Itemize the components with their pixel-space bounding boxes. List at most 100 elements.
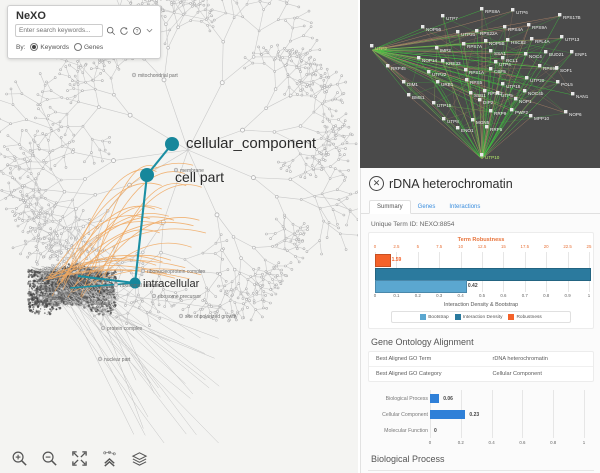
svg-text:UTP6: UTP6 bbox=[516, 10, 528, 15]
svg-text:intracellular: intracellular bbox=[143, 278, 200, 290]
svg-text:DIP2: DIP2 bbox=[483, 100, 494, 105]
info-header: ✕ rDNA heterochromatin bbox=[361, 168, 600, 194]
svg-text:UTP7: UTP7 bbox=[446, 16, 458, 21]
svg-text:KRE33: KRE33 bbox=[446, 61, 461, 66]
svg-text:UTP13: UTP13 bbox=[565, 37, 580, 42]
legend-item: Robustness bbox=[508, 314, 542, 320]
radio-keywords-label: Keywords bbox=[40, 43, 69, 51]
svg-text:URB1: URB1 bbox=[441, 82, 454, 87]
svg-text:RPS7A: RPS7A bbox=[467, 44, 483, 49]
axis-tick: 25 bbox=[586, 244, 592, 249]
svg-text:RPS1A: RPS1A bbox=[469, 70, 485, 75]
legend-swatch bbox=[508, 314, 515, 320]
divider bbox=[368, 470, 594, 471]
gene-network-panel[interactable]: UTP9 RPS8A UTP7 UTP6 RPS17B NOP56 RPS4A RPS22A R… bbox=[360, 0, 600, 168]
svg-text:RRP9: RRP9 bbox=[494, 111, 507, 116]
svg-text:organelle: organelle bbox=[45, 296, 66, 302]
svg-text:NOP5B: NOP5B bbox=[489, 41, 505, 46]
ontology-tree-svg[interactable]: mitochondrial part membrane protein comple… bbox=[0, 0, 358, 473]
table-row: Best Aligned GO Category Cellular Compon… bbox=[369, 367, 593, 381]
zoom-in-icon[interactable] bbox=[10, 449, 28, 467]
search-row[interactable]: ? bbox=[15, 24, 153, 37]
refresh-icon[interactable] bbox=[119, 25, 129, 37]
svg-text:ribosome precursor: ribosome precursor bbox=[158, 294, 201, 300]
radio-keywords[interactable] bbox=[30, 43, 39, 51]
svg-text:SSB1: SSB1 bbox=[474, 93, 486, 98]
axis-tick: 20 bbox=[543, 244, 549, 249]
svg-text:MPP10: MPP10 bbox=[534, 116, 550, 121]
page-title: rDNA heterochromatin bbox=[389, 176, 513, 191]
term-info-panel[interactable]: ✕ rDNA heterochromatin Summary Genes Int… bbox=[360, 168, 600, 473]
svg-text:UTP22: UTP22 bbox=[432, 72, 447, 77]
axis-tick: 1 bbox=[582, 440, 586, 445]
ontology-graph-panel[interactable]: mitochondrial part membrane protein comple… bbox=[0, 0, 358, 473]
go-alignment-chart: 0 0.2 0.4 0.6 0.8 1 Biological Process 0.06 Cell… bbox=[368, 390, 594, 452]
svg-text:UTP8: UTP8 bbox=[447, 119, 459, 124]
axis-tick: 0 bbox=[373, 293, 377, 298]
biological-process-title: Biological Process bbox=[371, 454, 445, 464]
chevron-down-icon[interactable] bbox=[145, 25, 153, 37]
axis-tick: 10 bbox=[458, 244, 464, 249]
bar-value: 0.23 bbox=[469, 412, 480, 418]
axis-tick: 0.6 bbox=[519, 440, 526, 445]
graph-toolbar[interactable] bbox=[0, 443, 358, 473]
robustness-chart-card: Term Robustness 0 2.5 5 7.5 10 12.5 15 17.5 20 22… bbox=[368, 232, 594, 329]
svg-text:cellular_component: cellular_component bbox=[186, 135, 317, 152]
tab-genes[interactable]: Genes bbox=[417, 204, 436, 210]
svg-text:UTP9: UTP9 bbox=[375, 46, 387, 51]
svg-text:mitochondrial part: mitochondrial part bbox=[138, 73, 178, 79]
fit-screen-icon[interactable] bbox=[70, 449, 88, 467]
zoom-out-icon[interactable] bbox=[40, 449, 58, 467]
legend-label: Bootstrap bbox=[428, 314, 449, 320]
bar-value: 0.06 bbox=[443, 396, 453, 402]
tab-bar[interactable]: Summary Genes Interactions bbox=[361, 198, 600, 214]
tab-summary[interactable]: Summary bbox=[369, 200, 411, 214]
legend-label: Interaction Density bbox=[462, 314, 503, 320]
go-term-key: Best Aligned GO Term bbox=[376, 356, 432, 362]
collapse-icon[interactable] bbox=[100, 449, 118, 467]
legend-item: Interaction Density bbox=[454, 314, 503, 320]
category-label: Molecular Function bbox=[384, 428, 428, 434]
svg-text:RPS22A: RPS22A bbox=[480, 31, 499, 36]
svg-text:NOP6: NOP6 bbox=[569, 112, 582, 117]
svg-text:NAN1: NAN1 bbox=[576, 94, 589, 99]
svg-text:RCL1: RCL1 bbox=[506, 58, 518, 63]
svg-text:ENO1: ENO1 bbox=[461, 128, 474, 133]
gene-network-svg[interactable]: UTP9 RPS8A UTP7 UTP6 RPS17B NOP56 RPS4A RPS22A R… bbox=[360, 0, 600, 168]
go-alignment-table: Best Aligned GO Term rDNA heterochromati… bbox=[368, 351, 594, 382]
search-input[interactable] bbox=[15, 24, 103, 37]
svg-text:nuclear part: nuclear part bbox=[104, 357, 131, 363]
svg-text:POL5: POL5 bbox=[561, 82, 573, 87]
bar-value: 1.59 bbox=[391, 257, 402, 263]
svg-text:SSA1: SSA1 bbox=[494, 51, 506, 56]
svg-text:RPS13: RPS13 bbox=[488, 91, 503, 96]
svg-text:NOP56: NOP56 bbox=[426, 27, 442, 32]
search-icon[interactable] bbox=[106, 25, 116, 37]
svg-text:CBF5: CBF5 bbox=[494, 69, 506, 74]
term-id: Unique Term ID: NEXO:8854 bbox=[371, 221, 455, 228]
robustness-plot: 1.59 0.42 bbox=[375, 252, 591, 293]
robustness-legend: Bootstrap Interaction Density Robustness bbox=[391, 311, 571, 323]
chart-bar bbox=[430, 394, 440, 403]
svg-text:IMP3: IMP3 bbox=[440, 48, 451, 53]
svg-text:nucleolus: nucleolus bbox=[60, 291, 82, 297]
go-alignment-title: Gene Ontology Alignment bbox=[371, 337, 474, 347]
search-panel[interactable]: NeXO ? By: Keywords bbox=[7, 5, 161, 59]
svg-text:RPS9A: RPS9A bbox=[532, 25, 548, 30]
svg-text:ribosomal subunit: ribosomal subunit bbox=[120, 283, 160, 289]
axis-tick: 0.8 bbox=[543, 293, 550, 298]
layers-icon[interactable] bbox=[130, 449, 148, 467]
svg-text:PWP2: PWP2 bbox=[515, 110, 528, 115]
svg-text:membrane: membrane bbox=[180, 168, 204, 174]
svg-text:NOC4: NOC4 bbox=[529, 54, 542, 59]
axis-tick: 2.5 bbox=[393, 244, 400, 249]
axis-tick: 15 bbox=[500, 244, 506, 249]
help-icon[interactable]: ? bbox=[132, 25, 142, 37]
close-icon[interactable]: ✕ bbox=[369, 176, 384, 191]
chart-bar bbox=[430, 410, 466, 419]
radio-genes[interactable] bbox=[73, 43, 82, 51]
search-by-row[interactable]: By: Keywords Genes bbox=[16, 43, 103, 51]
tab-interactions[interactable]: Interactions bbox=[449, 204, 481, 210]
category-label: Cellular Component bbox=[382, 412, 428, 418]
axis-tick: 0.7 bbox=[521, 293, 528, 298]
